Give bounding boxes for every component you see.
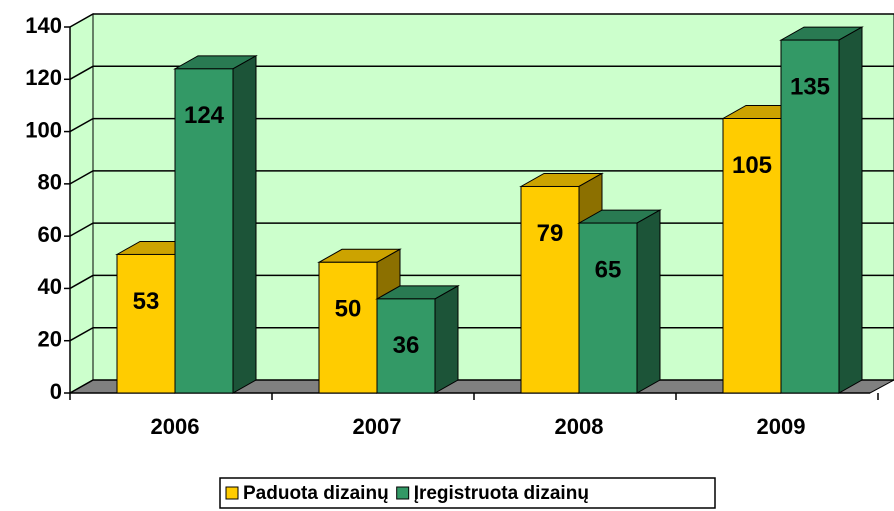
bar-front [318,261,378,394]
grid-line [69,170,894,185]
y-tick-label: 40 [38,274,62,299]
y-tick-label: 60 [38,222,62,247]
grid-line [69,65,894,80]
bar-front [780,39,840,394]
legend-box [219,477,716,509]
data-label: 124 [184,102,225,129]
grid-line [69,117,894,133]
bar-side [232,54,257,394]
bar [317,248,402,394]
data-label: 135 [790,73,830,100]
y-tick-label: 140 [25,13,62,38]
legend-label: Paduota dizainų [243,483,389,504]
legend-swatch [225,486,239,500]
y-tick-label: 20 [38,327,62,352]
grid-line [69,13,894,28]
legend-swatch [396,486,410,500]
data-label: 79 [537,220,564,247]
legend-label: Įregistruota dizainų [414,483,589,504]
y-tick-label: 120 [25,65,62,90]
y-tick-label: 80 [38,170,62,195]
bar [577,209,662,394]
y-tick-label: 0 [50,379,62,404]
side-wall [69,13,94,394]
x-tick-label: 2006 [151,414,200,439]
bar [779,26,864,394]
x-tick-label: 2008 [555,414,604,439]
data-label: 36 [393,332,420,359]
bar-front [520,185,580,394]
bar-front [174,68,234,394]
bar-front [578,222,638,394]
bar [173,54,258,394]
bar-side [434,285,459,394]
data-label: 53 [133,288,160,315]
data-label: 50 [335,296,362,323]
data-label: 105 [732,152,772,179]
bar [375,285,460,394]
bar-side [838,26,863,394]
bar-front [376,298,436,394]
x-tick-label: 2009 [757,414,806,439]
x-tick-label: 2007 [353,414,402,439]
data-label: 65 [595,256,622,283]
bar-front [722,118,782,394]
y-tick-label: 100 [25,117,62,142]
bar-side [636,209,661,394]
bar-front [116,253,176,394]
